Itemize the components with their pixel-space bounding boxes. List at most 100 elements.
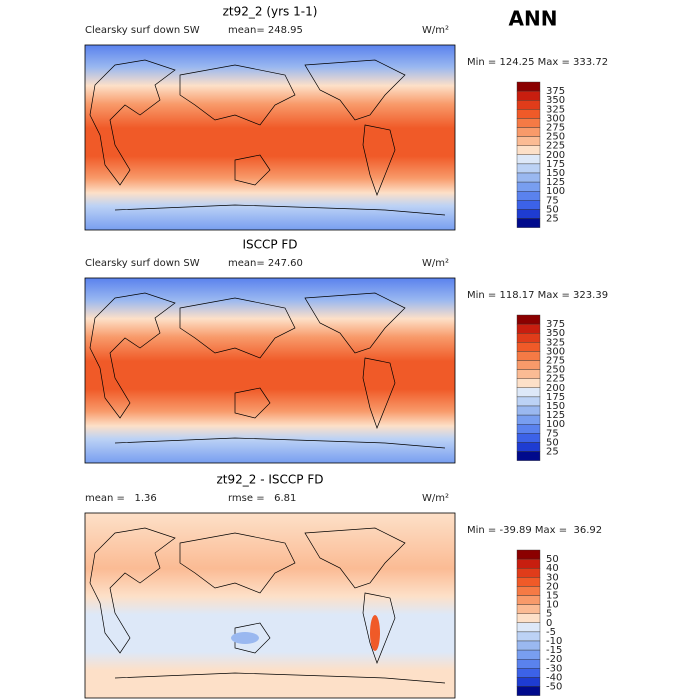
colorbar-box	[516, 622, 541, 633]
colorbar-label: 40	[546, 563, 559, 574]
colorbar-box	[516, 360, 541, 370]
colorbar-box	[516, 668, 541, 678]
colorbar-label: 375	[546, 86, 565, 97]
colorbar-label: 10	[546, 600, 559, 611]
coastline	[304, 527, 406, 589]
colorbar-box	[516, 659, 541, 669]
colorbar-label: 275	[546, 356, 565, 367]
colorbar-box	[516, 145, 541, 155]
colorbar-label: 100	[546, 186, 565, 197]
colorbar-box	[516, 613, 541, 624]
colorbar-box	[516, 323, 541, 334]
colorbar-box	[516, 451, 541, 461]
range-label: Min = -39.89 Max = 36.92	[467, 525, 602, 536]
panel-left-label: mean = 1.36	[85, 493, 157, 504]
colorbar-box	[516, 442, 541, 452]
colorbar-label: 350	[546, 95, 565, 106]
panel-title: zt92_2 - ISCCP FD	[217, 473, 324, 487]
season-title: ANN	[509, 7, 558, 31]
colorbar-label: 30	[546, 572, 559, 583]
coastline	[179, 297, 296, 359]
coastline	[304, 59, 406, 121]
colorbar-label: 150	[546, 168, 565, 179]
colorbar-label: 375	[546, 319, 565, 330]
colorbar-label: 125	[546, 410, 565, 421]
colorbar-box	[516, 640, 541, 651]
colorbar-label: -30	[546, 663, 562, 674]
colorbar-box	[516, 181, 541, 192]
colorbar-label: 0	[546, 618, 552, 629]
colorbar-label: 75	[546, 428, 559, 439]
colorbar-box	[516, 604, 541, 614]
map-frame	[84, 277, 456, 464]
colorbar-box	[516, 568, 541, 578]
colorbar-box	[516, 118, 541, 128]
colorbar-box	[516, 172, 541, 183]
colorbar-box	[516, 127, 541, 137]
coastline	[114, 204, 446, 216]
colorbar-box	[516, 81, 541, 92]
colorbar-box	[516, 90, 541, 101]
colorbar-box	[516, 405, 541, 416]
panel-stat: mean= 248.95	[228, 25, 303, 36]
colorbar-label: 50	[546, 437, 559, 448]
colorbar-box	[516, 163, 541, 174]
colorbar-label: 50	[546, 204, 559, 215]
coastline	[234, 622, 271, 654]
colorbar-label: 250	[546, 365, 565, 376]
colorbar-box	[516, 387, 541, 398]
map-field	[85, 278, 455, 463]
colorbar-box	[516, 109, 541, 119]
colorbar-box	[516, 396, 541, 407]
colorbar-label: 200	[546, 150, 565, 161]
colorbar-box	[516, 649, 541, 660]
colorbar-box	[516, 351, 541, 361]
colorbar-box	[516, 200, 541, 210]
colorbar-label: 15	[546, 591, 559, 602]
coastline	[304, 292, 406, 354]
colorbar-box	[516, 333, 541, 343]
colorbar-label: 325	[546, 337, 565, 348]
colorbar-label: -40	[546, 672, 562, 683]
colorbar-label: 250	[546, 132, 565, 143]
colorbar-label: -20	[546, 654, 562, 665]
colorbar-box	[516, 136, 541, 146]
colorbar-label: 5	[546, 609, 552, 620]
map-frame	[84, 44, 456, 231]
colorbar-box	[516, 99, 541, 110]
coastline	[362, 592, 396, 664]
colorbar-label: 50	[546, 554, 559, 565]
panel-units: W/m²	[422, 258, 449, 269]
colorbar-label: 300	[546, 346, 565, 357]
panel-title: ISCCP FD	[242, 238, 297, 252]
colorbar-label: -5	[546, 627, 556, 638]
colorbar-label: 275	[546, 123, 565, 134]
colorbar-label: 325	[546, 104, 565, 115]
colorbar-label: 150	[546, 401, 565, 412]
panel-stat: mean= 247.60	[228, 258, 303, 269]
coastline	[89, 59, 176, 186]
colorbar-box	[516, 677, 541, 687]
colorbar-box	[516, 414, 541, 425]
coastline	[362, 357, 396, 429]
diff-anomaly	[231, 632, 259, 644]
colorbar-box	[516, 154, 541, 165]
colorbar-label: 125	[546, 177, 565, 188]
colorbar-box	[516, 595, 541, 605]
colorbar-box	[516, 369, 541, 379]
coastline	[179, 64, 296, 126]
colorbar-label: 25	[546, 447, 559, 458]
diff-anomaly	[370, 615, 380, 651]
colorbar-box	[516, 209, 541, 219]
colorbar-label: 175	[546, 159, 565, 170]
colorbar-box	[516, 314, 541, 325]
coastline	[179, 532, 296, 594]
colorbar-box	[516, 549, 541, 560]
map-frame	[84, 512, 456, 699]
colorbar-label: 225	[546, 374, 565, 385]
map-field	[85, 513, 455, 698]
coastline	[89, 292, 176, 419]
colorbar-box	[516, 686, 541, 696]
colorbar-box	[516, 424, 541, 434]
